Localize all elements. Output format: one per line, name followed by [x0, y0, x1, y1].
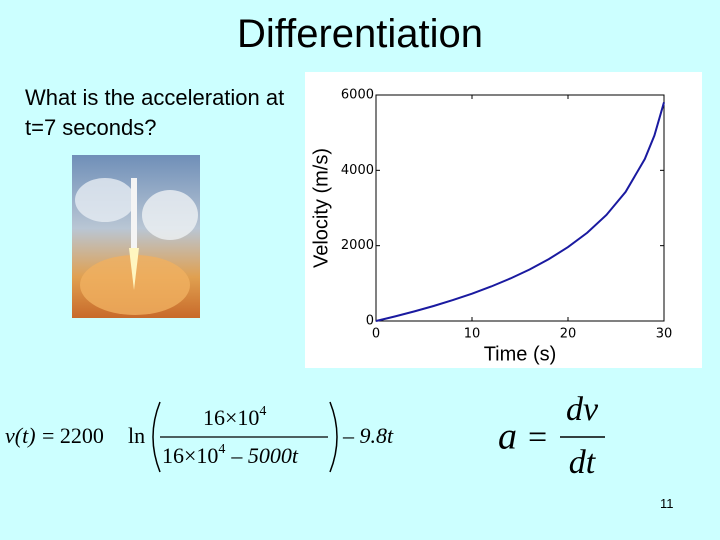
formula-text: dt: [569, 444, 597, 481]
x-tick-label: 0: [372, 327, 380, 342]
x-tick-label: 20: [560, 327, 577, 342]
y-tick-label: 6000: [341, 88, 374, 103]
rocket-photo: [72, 155, 200, 318]
paren: [152, 401, 161, 473]
formula-text: – 9.8t: [342, 423, 394, 448]
x-axis-label: Time (s): [484, 343, 557, 365]
page-number: 11: [660, 496, 674, 511]
formula-text: ln: [128, 423, 145, 448]
data-line: [375, 102, 665, 322]
chart-panel: [305, 72, 702, 368]
formula-text: 4: [259, 404, 266, 419]
acceleration-formula: a = dv dt: [498, 391, 605, 481]
formula-text: dv: [566, 391, 599, 428]
slide-title: Differentiation: [236, 12, 484, 56]
formula-text: 16×104: [203, 404, 266, 430]
formula-text: 4: [218, 442, 225, 457]
y-tick-label: 2000: [341, 238, 374, 253]
formula-text: 16×104 – 5000t: [162, 442, 299, 468]
formula-text: =: [528, 419, 547, 456]
x-tick-label: 30: [656, 327, 673, 342]
formula-text: – 5000t: [230, 443, 299, 468]
formula-text: = 2200: [42, 423, 104, 448]
formula-text: v(t): [5, 423, 36, 448]
x-tick-label: 10: [464, 327, 481, 342]
formula-text: 16×10: [162, 443, 218, 468]
y-axis-label: Velocity (m/s): [310, 148, 332, 268]
y-tick-label: 4000: [341, 163, 374, 178]
y-tick-label: 0: [366, 314, 374, 329]
question: What is the acceleration at t=7 seconds?: [25, 85, 285, 140]
formula-text: a: [498, 416, 517, 458]
plot-frame: [375, 94, 665, 322]
formula-text: 16×10: [203, 405, 259, 430]
paren: [329, 401, 338, 473]
velocity-formula: v(t) = 2200 ln 16×104 16×104– 5000t – 9.…: [5, 401, 394, 473]
